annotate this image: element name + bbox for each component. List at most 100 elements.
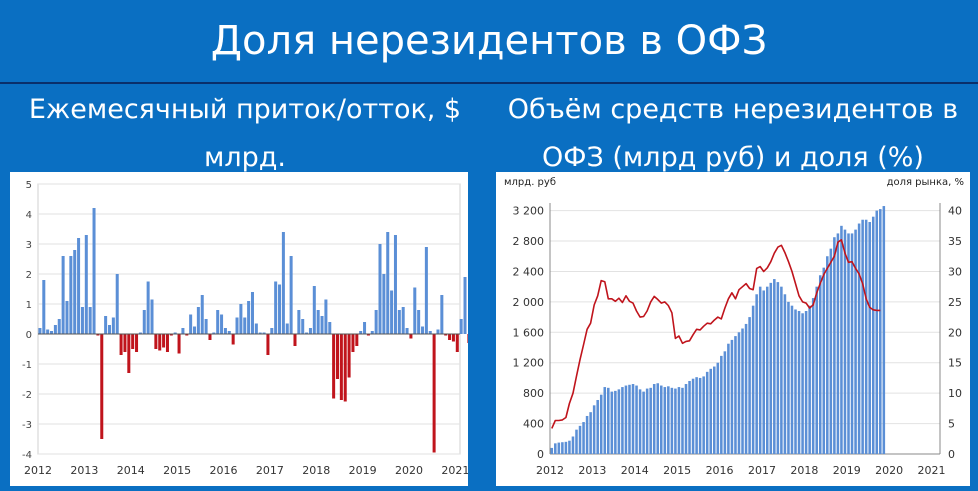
left-chart-subtitle: Ежемесячный приток/отток, $ млрд. xyxy=(28,94,462,173)
y-tick-label: 1 xyxy=(26,300,32,311)
y2-tick-label: 25 xyxy=(948,296,962,309)
x-tick-label: 2018 xyxy=(302,464,330,477)
flow-bar xyxy=(320,316,324,334)
flow-bar xyxy=(366,334,370,336)
flow-bar xyxy=(96,334,100,336)
flow-bar xyxy=(84,235,88,334)
y2-tick-label: 10 xyxy=(948,387,962,400)
flow-bar xyxy=(285,323,289,334)
x-tick-label: 2017 xyxy=(748,464,776,477)
flow-bar xyxy=(413,287,417,334)
flow-bar xyxy=(57,319,61,334)
y-axis-title: млрд. руб xyxy=(504,177,556,188)
flow-bar xyxy=(88,307,92,334)
y-tick-label: -4 xyxy=(22,450,32,461)
flow-bar xyxy=(250,292,254,334)
holdings-bar xyxy=(840,225,843,454)
flow-bar xyxy=(386,232,390,334)
holdings-bar xyxy=(751,305,755,454)
share-line xyxy=(551,239,881,429)
flow-bar xyxy=(123,334,127,352)
flow-bar xyxy=(254,323,258,334)
flow-bar xyxy=(281,232,285,334)
flow-bar xyxy=(335,334,340,379)
y2-tick-label: 35 xyxy=(948,235,962,248)
holdings-bar xyxy=(660,385,663,454)
flow-bar xyxy=(417,310,421,334)
x-tick-label: 2020 xyxy=(395,464,423,477)
holdings-bar xyxy=(787,301,790,454)
holdings-bar xyxy=(575,429,578,454)
flow-bar xyxy=(158,334,162,351)
y-tick-label: 1 600 xyxy=(513,326,545,339)
flow-bar xyxy=(428,331,432,334)
x-tick-label: 2012 xyxy=(24,464,52,477)
holdings-bar xyxy=(705,371,709,454)
y2-tick-label: 20 xyxy=(948,326,962,339)
flow-bar xyxy=(363,322,367,334)
y-tick-label: 2 400 xyxy=(513,265,545,278)
page-title: Доля нерезидентов в ОФЗ xyxy=(210,18,768,64)
holdings-bar xyxy=(797,311,801,454)
flow-bar xyxy=(154,334,158,349)
holdings-bar xyxy=(776,282,780,454)
y2-tick-label: 40 xyxy=(948,205,962,218)
holdings-bar xyxy=(695,377,698,454)
holdings-bar xyxy=(635,385,638,454)
flow-bar xyxy=(424,247,428,334)
flow-bar xyxy=(293,334,297,346)
holdings-bar xyxy=(642,391,645,454)
holdings-bar xyxy=(755,294,758,454)
flow-bar xyxy=(347,334,351,378)
holdings-bar xyxy=(621,387,624,454)
flow-bar xyxy=(239,304,243,334)
x-tick-label: 2012 xyxy=(536,464,564,477)
x-tick-label: 2015 xyxy=(663,464,691,477)
holdings-bar xyxy=(631,384,635,454)
flow-bar xyxy=(359,331,363,334)
header-divider xyxy=(0,82,978,84)
flow-bar xyxy=(355,334,359,346)
holdings-bar xyxy=(769,282,773,454)
holdings-bar xyxy=(709,368,713,454)
flow-bar xyxy=(135,334,139,352)
holdings-bar xyxy=(663,387,667,454)
flow-bar xyxy=(227,331,231,334)
right-chart-subtitle: Объём средств нерезидентов в ОФЗ (млрд р… xyxy=(507,94,959,173)
y-tick-label: -1 xyxy=(22,360,32,371)
flow-bar xyxy=(258,332,262,334)
holdings-bar xyxy=(748,317,751,454)
flow-bar xyxy=(278,284,282,334)
flow-bar xyxy=(65,301,69,334)
flow-bar xyxy=(61,256,65,334)
holdings-bar xyxy=(857,223,861,454)
holdings-bar xyxy=(617,389,621,454)
holdings-bar xyxy=(826,256,829,454)
holdings-bar xyxy=(589,412,592,454)
flow-bar xyxy=(401,307,405,334)
flow-bar xyxy=(216,310,220,334)
holdings-bar xyxy=(723,351,727,454)
holdings-bar xyxy=(879,209,882,454)
flow-bar xyxy=(440,295,444,334)
holdings-bar xyxy=(670,387,674,454)
holdings-bar xyxy=(868,222,871,454)
flow-bar xyxy=(451,334,455,342)
flow-bar xyxy=(378,244,382,334)
flow-bar xyxy=(243,317,247,334)
holdings-bar xyxy=(783,294,787,454)
flow-bar xyxy=(312,286,316,334)
flow-bar xyxy=(200,295,204,334)
holdings-bar xyxy=(599,394,603,454)
flow-bar xyxy=(196,307,200,334)
flow-bar xyxy=(289,256,293,334)
y-tick-label: 2 000 xyxy=(513,296,545,309)
holdings-bar xyxy=(702,376,705,454)
flow-chart-panel: -4 -3 -2 -1 0 1 2 3 4 5 2012 2013 2014 2015 2016 2017 20… xyxy=(10,172,475,486)
x-tick-label: 2020 xyxy=(875,464,903,477)
holdings-bar xyxy=(571,436,575,454)
holdings-bar xyxy=(614,390,617,454)
y-tick-label: -2 xyxy=(22,390,32,401)
y-tick-label: 2 800 xyxy=(513,235,545,248)
flow-bar xyxy=(432,334,436,453)
